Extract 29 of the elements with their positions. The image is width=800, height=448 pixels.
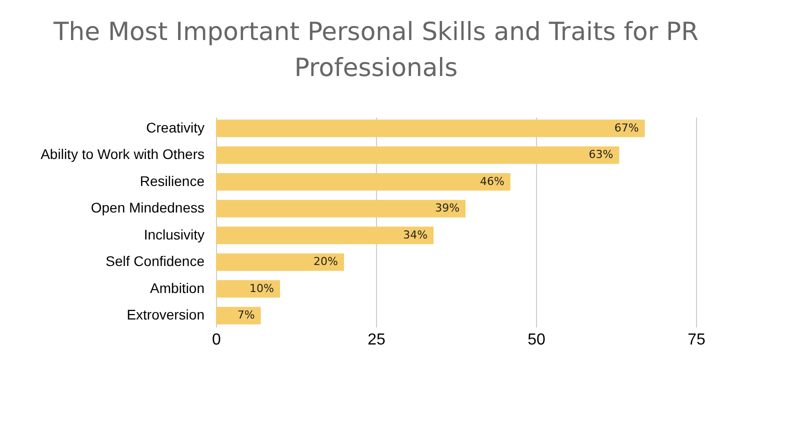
chart-title: The Most Important Personal Skills and Traits for PR Professionals	[52, 17, 699, 82]
bar	[216, 226, 434, 244]
y-tick-label: Ambition	[150, 280, 204, 296]
bar	[216, 173, 510, 191]
bar	[216, 306, 261, 324]
x-tick-label: 25	[368, 332, 386, 348]
data-label: 63%	[588, 148, 614, 162]
y-tick-label: Ability to Work with Others	[40, 146, 204, 162]
data-label: 67%	[614, 121, 639, 134]
bar	[216, 253, 344, 271]
x-tick-label: 0	[212, 332, 222, 348]
y-tick-label: Resilience	[140, 172, 205, 189]
data-label: 34%	[403, 228, 428, 242]
data-label: 46%	[480, 174, 504, 188]
data-label: 7%	[237, 308, 255, 322]
x-tick-label: 75	[688, 332, 706, 348]
bar	[216, 280, 280, 298]
y-tick-label: Inclusivity	[144, 226, 204, 242]
bar	[216, 146, 620, 164]
data-label: 10%	[250, 282, 274, 295]
bar	[216, 120, 645, 138]
y-tick-label: Open Mindedness	[90, 200, 204, 216]
bar	[216, 200, 466, 218]
data-label: 20%	[314, 255, 338, 268]
data-label: 39%	[435, 202, 460, 215]
y-tick-label: Creativity	[146, 119, 204, 136]
y-tick-label: Self Confidence	[106, 253, 205, 270]
y-tick-label: Extroversion	[126, 306, 204, 323]
x-tick-label: 50	[528, 332, 546, 348]
